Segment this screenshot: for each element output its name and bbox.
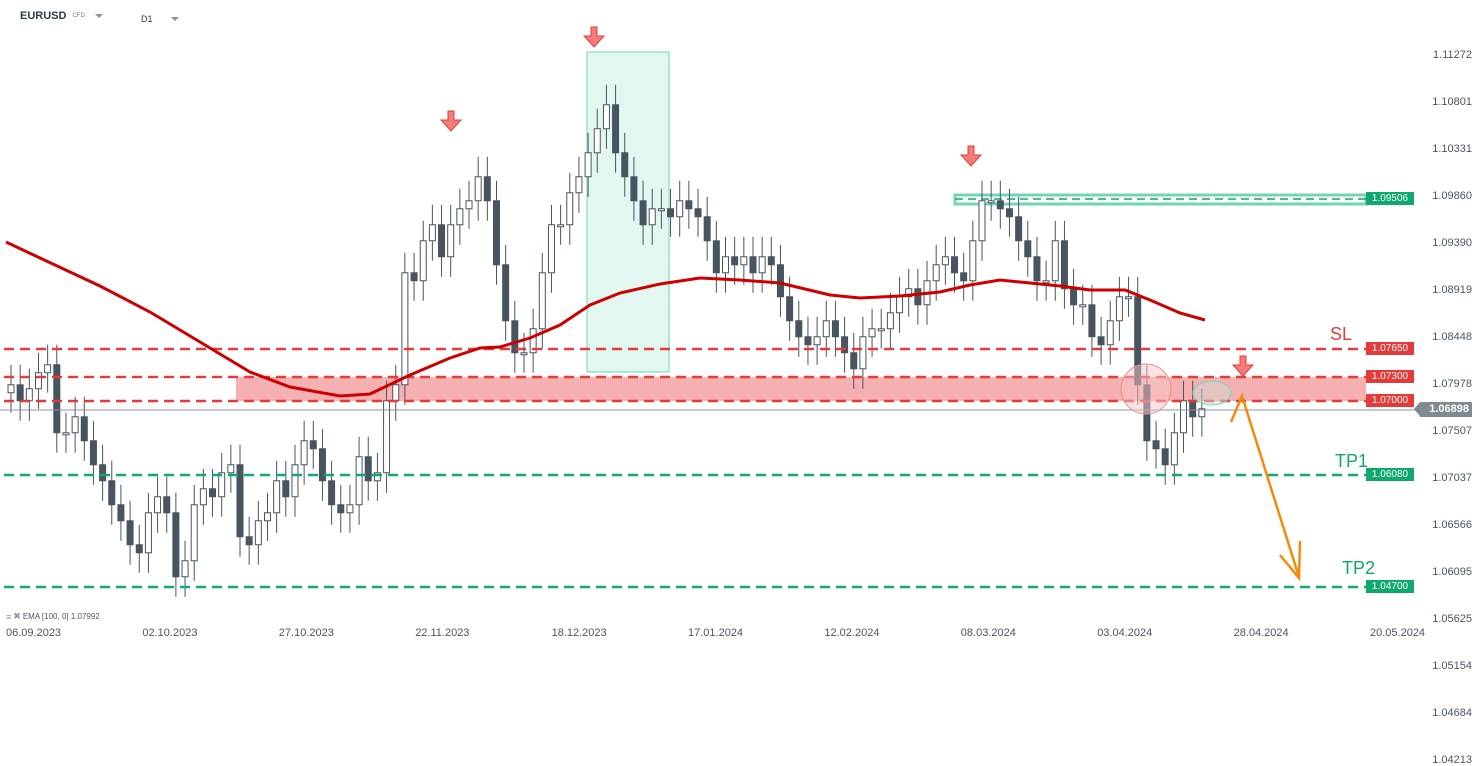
price-tick: 1.04684 [1432, 707, 1472, 719]
tp2-price-tag: 1.04700 [1366, 580, 1414, 593]
price-tick: 1.06566 [1432, 519, 1472, 531]
price-tick: 1.09390 [1432, 237, 1472, 249]
sl-price-tag: 1.07650 [1366, 342, 1414, 355]
resistance-zone [953, 193, 1368, 206]
zone-bottom-price-tag: 1.07000 [1366, 394, 1414, 407]
retest-ellipse [1192, 380, 1232, 406]
arrowhead [1279, 540, 1302, 582]
indicator-legend: ≡ ✖ EMA [100, 0] 1.07992 [6, 611, 100, 622]
sl-label: SL [1330, 324, 1353, 344]
timeframe-selector[interactable]: D1 [141, 14, 179, 24]
ema-line [5, 240, 1206, 398]
date-tick: 12.02.2024 [824, 627, 880, 639]
price-tick: 1.09860 [1432, 190, 1472, 202]
date-tick: 17.01.2024 [688, 627, 744, 639]
price-tick: 1.07978 [1432, 378, 1472, 390]
rejection-circle [1120, 363, 1172, 415]
price-tick: 1.07507 [1432, 425, 1472, 437]
date-tick: 08.03.2024 [960, 627, 1016, 639]
price-tick: 1.05154 [1432, 660, 1472, 672]
consolidation-box [586, 51, 670, 373]
price-tick: 1.08448 [1432, 331, 1472, 343]
chevron-down-icon[interactable] [94, 14, 103, 18]
tp1-label: TP1 [1335, 451, 1369, 471]
close-icon[interactable]: ✖ [13, 611, 21, 621]
price-tick: 1.08919 [1432, 284, 1472, 296]
symbol-name: EURUSD [20, 10, 67, 22]
timeframe-label: D1 [141, 14, 153, 24]
price-tick: 1.07037 [1432, 472, 1472, 484]
projection-arrow [1229, 392, 1301, 578]
menu-icon[interactable]: ≡ [6, 611, 12, 622]
price-tick: 1.10801 [1432, 96, 1472, 108]
date-tick: 20.05.2024 [1370, 627, 1426, 639]
current-price-tag: 1.06898 [1414, 402, 1472, 417]
date-tick: 28.04.2024 [1233, 627, 1289, 639]
resistance-price-tag: 1.09506 [1366, 192, 1414, 205]
date-tick: 03.04.2024 [1097, 627, 1153, 639]
symbol-selector[interactable]: EURUSD CFD [20, 10, 103, 22]
chevron-down-icon[interactable] [170, 17, 179, 21]
candlesticks [7, 84, 1206, 597]
date-tick: 02.10.2023 [142, 627, 198, 639]
supply-zone [236, 377, 1366, 401]
price-tick: 1.11272 [1433, 49, 1472, 61]
down-arrow-icon [439, 26, 1255, 377]
price-tick: 1.06095 [1432, 566, 1472, 578]
date-tick: 18.12.2023 [551, 627, 607, 639]
instrument-type: CFD [72, 13, 85, 19]
price-tick: 1.10331 [1432, 143, 1472, 155]
tp1-price-tag: 1.06080 [1366, 468, 1414, 481]
date-tick: 06.09.2023 [6, 627, 62, 639]
date-tick: 22.11.2023 [415, 627, 470, 639]
price-chart[interactable] [0, 0, 1482, 650]
price-tick: 1.05625 [1432, 613, 1472, 625]
tp2-label: TP2 [1342, 558, 1376, 578]
date-tick: 27.10.2023 [278, 627, 334, 639]
indicator-text: EMA [100, 0] 1.07992 [22, 612, 100, 621]
price-tick: 1.04213 [1432, 754, 1472, 766]
zone-top-price-tag: 1.07300 [1366, 370, 1414, 383]
